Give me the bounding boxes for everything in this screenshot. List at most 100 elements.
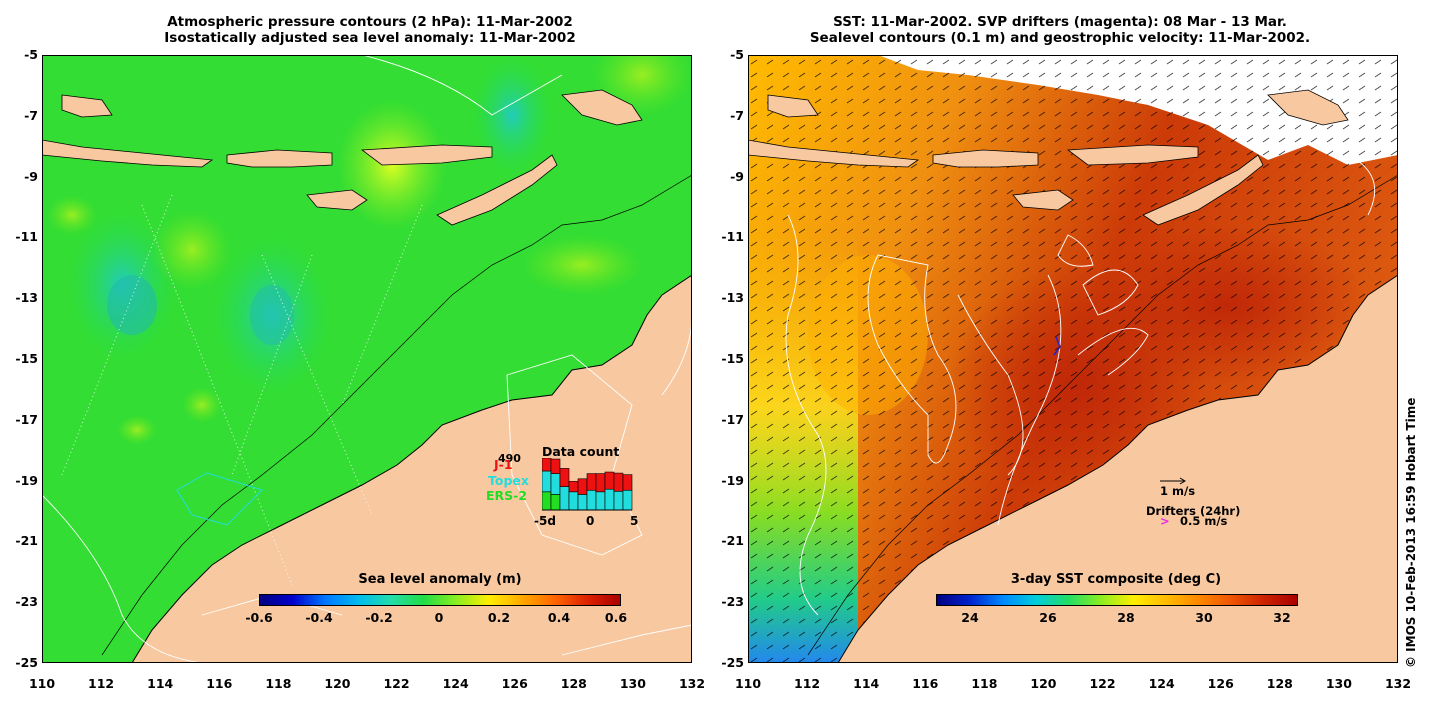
sst-tick: 30	[1195, 610, 1213, 625]
pressure-line	[361, 55, 563, 116]
lon-tick-label: 110	[28, 676, 56, 691]
sea-level-anomaly-map	[42, 55, 692, 663]
sla-tick: -0.6	[245, 610, 273, 625]
lat-tick-label: -15	[15, 351, 38, 366]
lon-tick-label: 124	[442, 676, 469, 691]
lat-tick-label: -13	[721, 290, 744, 306]
data-count-bars	[542, 458, 633, 511]
sumba-island	[306, 189, 368, 211]
lon-tick-label: 132	[1384, 676, 1412, 691]
lat-tick-label: -7	[730, 107, 744, 123]
track-line	[141, 204, 293, 586]
count-x-label-end: 5	[630, 514, 639, 528]
data-count-bar-j1	[550, 458, 561, 474]
sealevel-line	[997, 274, 1062, 526]
velocity-legend-arrow	[1160, 477, 1186, 485]
left-title-line-2: Isostatically adjusted sea level anomaly…	[164, 30, 576, 46]
java-island	[748, 139, 920, 168]
sealevel-line	[1057, 234, 1094, 267]
sla-blob	[522, 235, 642, 295]
lat-tick-label: -23	[15, 594, 38, 610]
left-map-title: Atmospheric pressure contours (2 hPa): 1…	[60, 14, 680, 46]
lat-tick-label: -25	[721, 655, 744, 670]
data-count-bar-j1	[559, 468, 570, 487]
lat-tick-label: -7	[24, 107, 38, 123]
lat-tick-label: -21	[15, 533, 38, 549]
data-count-bar-j1	[568, 481, 579, 493]
lon-tick-label: 130	[1325, 676, 1352, 691]
lon-tick-label: 126	[501, 676, 528, 691]
sla-blob	[117, 415, 157, 445]
imos-credit: © IMOS 10-Feb-2013 16:59 Hobart Time	[1404, 397, 1418, 668]
right-map-title: SST: 11-Mar-2002. SVP drifters (magenta)…	[720, 14, 1400, 46]
data-count-bar-topex	[595, 491, 606, 511]
data-count-bar-j1	[613, 472, 624, 492]
sealevel-line	[1082, 269, 1139, 316]
sst-map	[748, 55, 1398, 663]
lon-tick-label: 118	[971, 676, 998, 691]
right-title-line-1: SST: 11-Mar-2002. SVP drifters (magenta)…	[833, 14, 1287, 30]
data-count-bar-topex	[586, 489, 597, 511]
lat-tick-label: -15	[721, 351, 744, 366]
sulawesi-fragment	[61, 94, 113, 118]
flores-island	[1066, 144, 1199, 166]
lat-tick-label: -9	[730, 168, 744, 184]
sla-blob	[47, 195, 97, 235]
northern-islands	[1267, 89, 1349, 126]
lon-tick-label: 118	[265, 676, 292, 691]
lon-tick-label: 120	[1030, 676, 1057, 691]
data-count-bar-topex	[550, 473, 561, 495]
data-count-bar-topex	[542, 470, 552, 493]
count-x-label-start: -5d	[534, 514, 556, 528]
lat-tick-label: -5	[24, 47, 38, 62]
lat-tick-label: -11	[721, 229, 744, 245]
lat-tick-label: -13	[15, 290, 38, 306]
lat-tick-label: -9	[24, 168, 38, 184]
lon-tick-label: 112	[88, 676, 115, 691]
data-count-bar-topex	[622, 489, 633, 511]
lon-tick-label: 130	[619, 676, 646, 691]
sst-tick: 26	[1039, 610, 1057, 625]
data-count-title: Data count	[542, 444, 620, 459]
lon-tick-label: 122	[383, 676, 410, 691]
drifter-legend-symbol: >	[1160, 514, 1170, 528]
sst-colorbar-title: 3-day SST composite (deg C)	[1010, 572, 1222, 587]
lat-tick-label: -23	[721, 594, 744, 610]
sst-colorbar	[936, 594, 1298, 606]
svp-drifter-track	[1053, 336, 1061, 356]
sla-blob	[472, 55, 552, 175]
lon-tick-label: 132	[678, 676, 706, 691]
pressure-contours	[42, 55, 692, 663]
sla-blob	[182, 387, 222, 423]
data-count-bar-topex	[604, 488, 615, 511]
shelf-contour	[101, 174, 692, 656]
data-count-bar-j1	[586, 473, 597, 491]
legend-topex: Topex	[488, 473, 529, 488]
lat-tick-label: -11	[15, 229, 38, 245]
lon-tick-label: 128	[1266, 676, 1293, 691]
java-island	[42, 139, 214, 168]
data-count-bar-j1	[577, 478, 588, 495]
lon-tick-label: 124	[1148, 676, 1175, 691]
data-count-bar-j1	[595, 473, 606, 493]
lat-tick-label: -25	[15, 655, 38, 670]
australia-landmass	[838, 275, 1398, 663]
australia-coastline	[131, 274, 692, 663]
australia-landmass	[132, 275, 692, 663]
drifter-legend-value: 0.5 m/s	[1180, 514, 1228, 528]
shelf-contour	[807, 174, 1398, 656]
data-count-bar-j1	[542, 458, 552, 472]
count-x-label-mid: 0	[586, 514, 595, 528]
pressure-line	[561, 624, 692, 656]
left-title-line-1: Atmospheric pressure contours (2 hPa): 1…	[167, 14, 573, 30]
lon-tick-label: 114	[147, 676, 174, 691]
lat-tick-label: -19	[15, 472, 38, 488]
lon-tick-label: 114	[853, 676, 880, 691]
legend-j1: J-1	[494, 457, 513, 472]
sea-level-anomaly-svg	[42, 55, 692, 663]
sealevel-line	[867, 254, 957, 464]
data-count-bar-topex	[568, 491, 579, 511]
sla-tick: 0.6	[604, 610, 628, 625]
sulawesi-fragment	[767, 94, 819, 118]
sst-tick: 24	[961, 610, 979, 625]
